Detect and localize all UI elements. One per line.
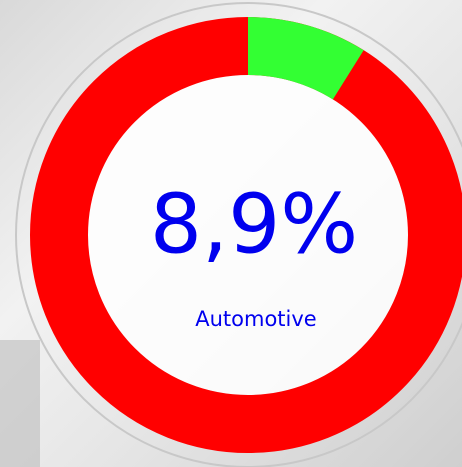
category-label: Automotive (195, 307, 316, 331)
background-shape (0, 340, 40, 467)
value-label: 8,9% (150, 177, 358, 272)
screen: 8,9% Automotive (0, 0, 462, 467)
ring-segment (248, 46, 348, 75)
chart: 8,9% Automotive (0, 0, 462, 467)
